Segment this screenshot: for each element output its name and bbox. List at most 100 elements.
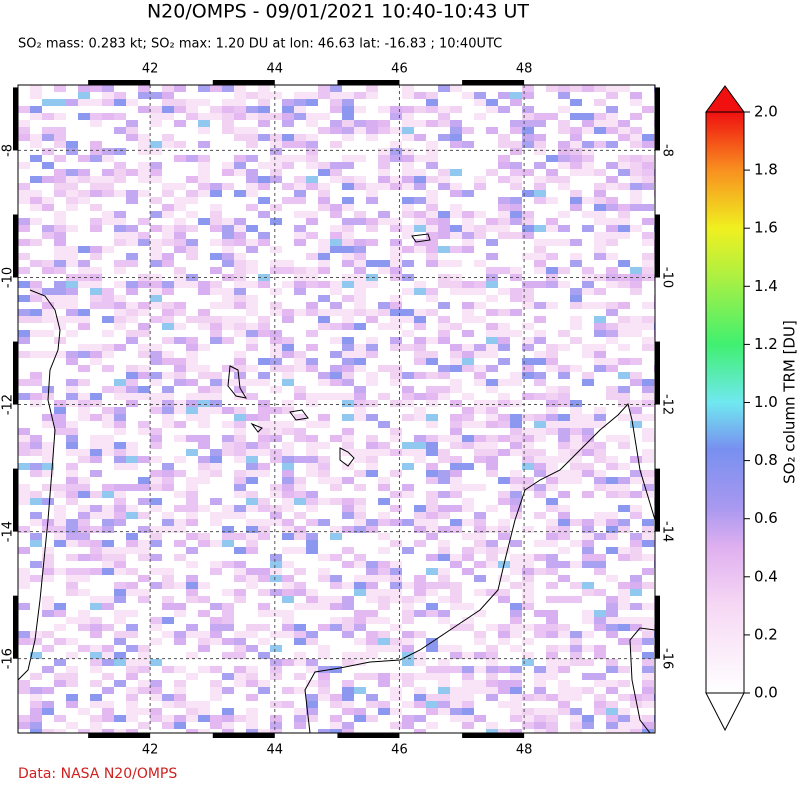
retrieval-pixel — [66, 141, 78, 148]
retrieval-pixel — [558, 491, 570, 498]
retrieval-pixel — [54, 337, 66, 344]
retrieval-pixel — [222, 533, 234, 540]
retrieval-pixel — [210, 106, 222, 113]
retrieval-pixel — [534, 148, 546, 155]
retrieval-pixel — [522, 554, 534, 561]
retrieval-pixel — [570, 85, 582, 92]
retrieval-pixel — [606, 617, 618, 624]
retrieval-pixel — [42, 603, 54, 610]
retrieval-pixel — [486, 673, 498, 680]
lon-tick-label: 46 — [391, 62, 408, 77]
retrieval-pixel — [546, 694, 558, 701]
retrieval-pixel — [378, 155, 390, 162]
retrieval-pixel — [222, 225, 234, 232]
retrieval-pixel — [126, 169, 138, 176]
retrieval-pixel — [78, 449, 90, 456]
retrieval-pixel — [78, 575, 90, 582]
retrieval-pixel — [474, 442, 486, 449]
retrieval-pixel — [234, 449, 246, 456]
retrieval-pixel — [150, 498, 162, 505]
retrieval-pixel — [354, 127, 366, 134]
retrieval-pixel — [138, 351, 150, 358]
retrieval-pixel — [654, 316, 655, 323]
retrieval-pixel — [126, 239, 138, 246]
retrieval-pixel — [438, 701, 450, 708]
retrieval-pixel — [534, 120, 546, 127]
retrieval-pixel — [378, 603, 390, 610]
retrieval-pixel — [414, 358, 426, 365]
retrieval-pixel — [126, 456, 138, 463]
retrieval-pixel — [234, 330, 246, 337]
retrieval-pixel — [162, 526, 174, 533]
retrieval-pixel — [102, 505, 114, 512]
retrieval-pixel — [342, 722, 354, 729]
retrieval-pixel — [582, 673, 594, 680]
retrieval-pixel — [306, 694, 318, 701]
retrieval-pixel — [330, 484, 342, 491]
retrieval-pixel — [210, 407, 222, 414]
retrieval-pixel — [582, 162, 594, 169]
retrieval-pixel — [234, 645, 246, 652]
retrieval-pixel — [342, 680, 354, 687]
retrieval-pixel — [174, 372, 186, 379]
retrieval-pixel — [306, 309, 318, 316]
retrieval-pixel — [546, 302, 558, 309]
retrieval-pixel — [618, 729, 630, 733]
retrieval-pixel — [450, 351, 462, 358]
retrieval-pixel — [90, 344, 102, 351]
retrieval-pixel — [558, 162, 570, 169]
retrieval-pixel — [174, 358, 186, 365]
retrieval-pixel — [126, 687, 138, 694]
retrieval-pixel — [246, 113, 258, 120]
retrieval-pixel — [54, 260, 66, 267]
retrieval-pixel — [198, 666, 210, 673]
retrieval-pixel — [162, 386, 174, 393]
retrieval-pixel — [510, 414, 522, 421]
retrieval-pixel — [414, 372, 426, 379]
retrieval-pixel — [486, 407, 498, 414]
retrieval-pixel — [186, 477, 198, 484]
retrieval-pixel — [234, 155, 246, 162]
retrieval-pixel — [438, 281, 450, 288]
retrieval-pixel — [582, 491, 594, 498]
retrieval-pixel — [366, 190, 378, 197]
retrieval-pixel — [150, 428, 162, 435]
retrieval-pixel — [450, 281, 462, 288]
retrieval-pixel — [90, 680, 102, 687]
retrieval-pixel — [474, 113, 486, 120]
retrieval-pixel — [378, 120, 390, 127]
retrieval-pixel — [30, 113, 42, 120]
retrieval-pixel — [78, 519, 90, 526]
retrieval-pixel — [150, 288, 162, 295]
retrieval-pixel — [594, 365, 606, 372]
retrieval-pixel — [426, 197, 438, 204]
retrieval-pixel — [402, 162, 414, 169]
retrieval-pixel — [594, 694, 606, 701]
retrieval-pixel — [342, 295, 354, 302]
retrieval-pixel — [234, 316, 246, 323]
retrieval-pixel — [270, 575, 282, 582]
retrieval-pixel — [558, 505, 570, 512]
retrieval-pixel — [558, 155, 570, 162]
retrieval-pixel — [126, 512, 138, 519]
retrieval-pixel — [258, 134, 270, 141]
retrieval-pixel — [114, 463, 126, 470]
retrieval-pixel — [150, 302, 162, 309]
retrieval-pixel — [450, 589, 462, 596]
retrieval-pixel — [114, 491, 126, 498]
retrieval-pixel — [606, 477, 618, 484]
retrieval-pixel — [426, 491, 438, 498]
tick-bar — [13, 87, 18, 151]
retrieval-pixel — [126, 309, 138, 316]
retrieval-pixel — [450, 708, 462, 715]
retrieval-pixel — [330, 666, 342, 673]
retrieval-pixel — [630, 470, 642, 477]
retrieval-pixel — [246, 92, 258, 99]
retrieval-pixel — [642, 680, 654, 687]
retrieval-pixel — [630, 547, 642, 554]
retrieval-pixel — [294, 365, 306, 372]
retrieval-pixel — [90, 596, 102, 603]
retrieval-pixel — [414, 526, 426, 533]
retrieval-pixel — [558, 561, 570, 568]
retrieval-pixel — [30, 491, 42, 498]
